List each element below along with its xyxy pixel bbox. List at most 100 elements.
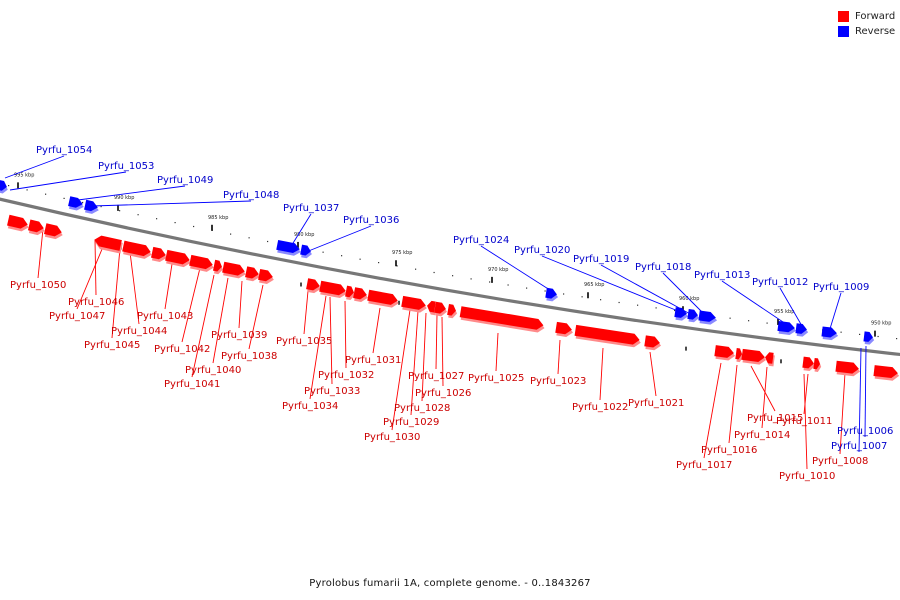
gene-arrow-body [427, 300, 436, 313]
gene-arrow-body [795, 323, 807, 334]
reverse-gene-arrow [821, 326, 839, 341]
scale-dot [618, 301, 620, 304]
leader-line [761, 366, 768, 429]
scale-dot [526, 287, 528, 289]
gene-label-pyrfu-1033: Pyrfu_1033 [304, 386, 360, 397]
scale-dot [156, 218, 158, 220]
gene-arrow-body [0, 179, 7, 191]
scale-dot [378, 262, 380, 264]
genome-caption: Pyrolobus fumarii 1A, complete genome. -… [309, 578, 591, 589]
gene-label-pyrfu-1006: Pyrfu_1006 [837, 426, 893, 437]
gene-arrow-body [43, 223, 62, 237]
leader-line [662, 272, 709, 319]
forward-gene-arrow [258, 268, 274, 285]
leader-line [828, 292, 842, 333]
scale-dot [563, 293, 565, 295]
gene-arrow-body [447, 304, 456, 316]
gene-arrow-body [222, 261, 245, 276]
gene-label-pyrfu-1012: Pyrfu_1012 [752, 277, 808, 288]
gene-arrow-body [777, 320, 795, 333]
leader-line [541, 255, 684, 314]
forward-gene-arrow [319, 280, 347, 299]
legend-item-reverse: Reverse [838, 24, 895, 39]
leader-line [76, 241, 106, 310]
leader-line [344, 300, 347, 369]
gene-label-pyrfu-1031: Pyrfu_1031 [345, 355, 401, 366]
reverse-gene-arrow [777, 320, 797, 335]
leader-line [421, 312, 427, 402]
forward-gene-arrow [813, 357, 822, 372]
gene-label-pyrfu-1049: Pyrfu_1049 [157, 175, 213, 186]
forward-gene-arrow [367, 289, 399, 308]
gene-label-pyrfu-1032: Pyrfu_1032 [318, 370, 374, 381]
gene-arrow-body [555, 321, 572, 335]
forward-gene-arrow [434, 301, 447, 317]
leader-line [495, 332, 499, 372]
gene-arrow-body [84, 199, 98, 212]
gene-arrows [0, 179, 900, 381]
gene-arrow-body [151, 246, 166, 260]
scale-dot [174, 222, 176, 224]
forward-gene-arrow [7, 214, 29, 232]
forward-gene-arrow [345, 285, 355, 301]
gene-label-pyrfu-1016: Pyrfu_1016 [701, 445, 757, 456]
leader-line [129, 251, 140, 325]
scale-dot [63, 197, 65, 199]
scale-tick-label: 985 kbp [208, 215, 228, 221]
gene-arrow-body [7, 214, 28, 229]
gene-label-pyrfu-1054: Pyrfu_1054 [36, 145, 92, 156]
scale-dot [655, 307, 657, 309]
gene-arrow-body [189, 254, 213, 270]
forward-gene-arrow [447, 304, 457, 319]
scale-dot [489, 281, 491, 283]
gene-label-pyrfu-1021: Pyrfu_1021 [628, 398, 684, 409]
forward-gene-arrow [306, 278, 321, 294]
forward-gene-arrow [353, 287, 368, 303]
leader-line [238, 280, 243, 329]
leader-line [309, 295, 327, 400]
gene-arrow-body [122, 240, 151, 257]
leader-line [212, 277, 229, 364]
gene-label-pyrfu-1017: Pyrfu_1017 [676, 460, 732, 471]
gene-label-pyrfu-1030: Pyrfu_1030 [364, 432, 420, 443]
reverse-gene-arrow [276, 239, 301, 256]
forward-gene-arrow [245, 266, 260, 282]
reverse-gene-arrow [687, 308, 700, 323]
gene-label-pyrfu-1027: Pyrfu_1027 [408, 371, 464, 382]
gene-label-pyrfu-1020: Pyrfu_1020 [514, 245, 570, 256]
scale-tick-label: 975 kbp [392, 250, 412, 256]
scale-tick-label: 955 kbp [774, 309, 794, 315]
gene-arrow-body [802, 356, 814, 369]
gene-arrow-body [687, 308, 698, 320]
leader-line [329, 296, 333, 385]
leader-line [164, 263, 173, 310]
scale-dot [8, 185, 10, 187]
leader-line [4, 155, 65, 179]
scale-tick-label: 970 kbp [488, 267, 508, 273]
gene-label-pyrfu-1022: Pyrfu_1022 [572, 402, 628, 413]
leader-line [864, 345, 867, 438]
leader-line [600, 264, 693, 316]
reverse-gene-arrow [795, 323, 809, 337]
leader-line [303, 290, 309, 335]
leader-line [111, 247, 121, 339]
leader-line [37, 228, 44, 279]
scale-dot [766, 322, 768, 324]
forward-gene-arrow [165, 249, 191, 268]
scale-tick-label: 980 kbp [294, 232, 314, 238]
leader-line [77, 185, 186, 201]
leader-line [750, 365, 776, 412]
scale-dot [581, 296, 583, 298]
scale-dot [877, 335, 879, 338]
forward-gene-arrow [212, 259, 223, 275]
forward-gene-arrow [741, 348, 767, 365]
leader-line [480, 245, 554, 293]
gene-label-pyrfu-1011: Pyrfu_1011 [776, 416, 832, 427]
forward-swatch [838, 11, 849, 22]
forward-gene-arrow [401, 295, 427, 313]
gene-label-pyrfu-1009: Pyrfu_1009 [813, 282, 869, 293]
gene-label-pyrfu-1037: Pyrfu_1037 [283, 203, 339, 214]
gene-arrow-body [765, 352, 774, 364]
gene-arrow-body [300, 244, 311, 256]
